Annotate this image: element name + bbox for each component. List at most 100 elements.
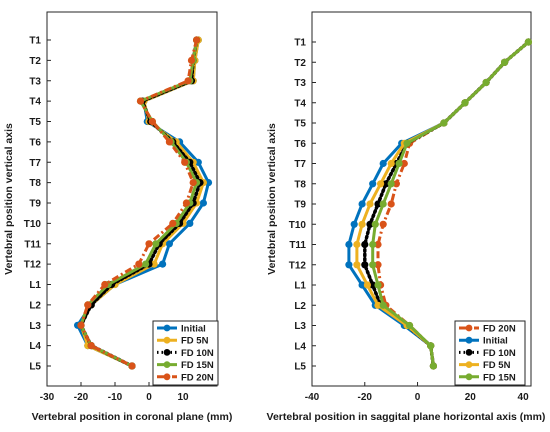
data-point bbox=[374, 240, 382, 249]
legend-marker bbox=[465, 373, 473, 381]
data-point bbox=[366, 200, 374, 208]
legend-marker bbox=[163, 336, 171, 344]
data-point bbox=[345, 240, 353, 249]
legend-label: FD 20N bbox=[181, 372, 214, 383]
data-point bbox=[379, 220, 387, 228]
data-point bbox=[461, 99, 469, 107]
data-point bbox=[379, 159, 387, 168]
data-point bbox=[199, 199, 207, 207]
y-tick-label: L5 bbox=[29, 362, 41, 373]
y-tick-label: T6 bbox=[29, 137, 41, 148]
legend-label: FD 10N bbox=[483, 348, 516, 359]
data-point bbox=[366, 220, 374, 228]
data-point bbox=[400, 159, 408, 168]
data-point bbox=[169, 219, 177, 227]
data-point bbox=[361, 240, 369, 249]
y-axis-label: Vertebral position vertical axis bbox=[266, 123, 278, 275]
y-tick-label: L4 bbox=[294, 341, 306, 352]
data-point bbox=[345, 261, 353, 269]
series-fd-20n bbox=[77, 36, 201, 370]
data-point bbox=[358, 281, 366, 289]
x-tick-label: 10 bbox=[177, 392, 189, 403]
legend-entry: FD 20N bbox=[157, 372, 214, 383]
data-point bbox=[374, 301, 382, 309]
y-tick-label: L1 bbox=[294, 281, 306, 292]
data-point bbox=[406, 321, 414, 330]
legend-label: Initial bbox=[181, 324, 206, 335]
data-point bbox=[165, 138, 173, 146]
data-point bbox=[482, 78, 490, 87]
x-tick-label: -20 bbox=[358, 392, 373, 403]
y-tick-label: T3 bbox=[294, 78, 306, 89]
legend-entry: FD 20N bbox=[459, 324, 516, 335]
data-point bbox=[374, 261, 382, 269]
data-point bbox=[371, 220, 379, 228]
data-point bbox=[182, 199, 190, 207]
data-point bbox=[159, 260, 167, 268]
x-tick-label: 20 bbox=[465, 392, 477, 403]
y-tick-label: T3 bbox=[29, 76, 41, 87]
y-ticks: T1 T2 T3 T4 T5 T6 T7 T8 T9 T10 T11 T12 L1 L2 L3 L4 L5 bbox=[289, 38, 316, 373]
data-point bbox=[501, 58, 509, 66]
legend-marker bbox=[465, 361, 473, 368]
y-tick-label: T1 bbox=[294, 38, 306, 49]
y-tick-label: T7 bbox=[29, 158, 41, 169]
data-point bbox=[181, 158, 189, 166]
data-point bbox=[186, 219, 194, 227]
data-point bbox=[77, 321, 85, 329]
legend-entry: FD 5N bbox=[157, 336, 209, 347]
data-point bbox=[128, 362, 136, 370]
data-point bbox=[135, 260, 143, 268]
y-tick-label: T4 bbox=[29, 97, 41, 108]
legend-entry: Initial bbox=[459, 336, 508, 347]
series-fd-15n bbox=[369, 38, 533, 370]
data-point bbox=[358, 200, 366, 208]
data-point bbox=[361, 261, 369, 269]
data-point bbox=[193, 36, 201, 44]
x-tick-label: -40 bbox=[305, 392, 320, 403]
data-point bbox=[204, 179, 213, 187]
data-point bbox=[387, 200, 395, 208]
legend-marker bbox=[465, 324, 473, 332]
data-point bbox=[379, 200, 387, 208]
data-point bbox=[148, 117, 156, 126]
data-point bbox=[392, 180, 400, 188]
data-point bbox=[369, 281, 377, 289]
data-point bbox=[87, 342, 95, 350]
y-tick-label: T4 bbox=[294, 98, 306, 109]
legend-label: FD 5N bbox=[483, 360, 511, 371]
legend-label: Initial bbox=[483, 336, 508, 347]
legend-marker bbox=[465, 336, 473, 344]
legend-entry: FD 10N bbox=[157, 348, 214, 359]
y-tick-label: T12 bbox=[289, 260, 307, 271]
data-point bbox=[145, 240, 153, 248]
x-axis-label: Vertebral position in saggital plane hor… bbox=[267, 411, 546, 423]
y-tick-label: L2 bbox=[29, 300, 41, 311]
data-point bbox=[369, 180, 377, 188]
y-tick-label: L1 bbox=[29, 280, 41, 291]
legend-entry: FD 15N bbox=[157, 360, 214, 371]
y-tick-label: T6 bbox=[294, 139, 306, 150]
data-point bbox=[379, 301, 387, 309]
data-point bbox=[429, 362, 437, 370]
data-point bbox=[427, 342, 435, 350]
x-tick-label: -20 bbox=[74, 392, 89, 403]
legend-entry: FD 15N bbox=[459, 372, 516, 383]
legend-label: FD 5N bbox=[181, 336, 209, 347]
data-point bbox=[152, 240, 160, 248]
legend-label: FD 10N bbox=[181, 348, 214, 359]
legend-marker bbox=[163, 324, 171, 332]
y-tick-label: L3 bbox=[294, 321, 306, 332]
x-ticks: -40 -20 0 20 40 bbox=[305, 382, 529, 403]
x-axis-label: Vertebral position in coronal plane (mm) bbox=[32, 411, 233, 423]
y-tick-label: T1 bbox=[29, 36, 41, 47]
data-point bbox=[350, 220, 358, 228]
y-tick-label: T10 bbox=[289, 220, 307, 231]
data-point bbox=[84, 301, 92, 309]
data-point bbox=[387, 180, 395, 188]
data-point bbox=[353, 240, 361, 249]
legend-entry: Initial bbox=[157, 324, 206, 335]
y-tick-label: T11 bbox=[24, 239, 41, 250]
y-tick-label: L3 bbox=[29, 321, 41, 332]
data-point bbox=[184, 77, 192, 85]
